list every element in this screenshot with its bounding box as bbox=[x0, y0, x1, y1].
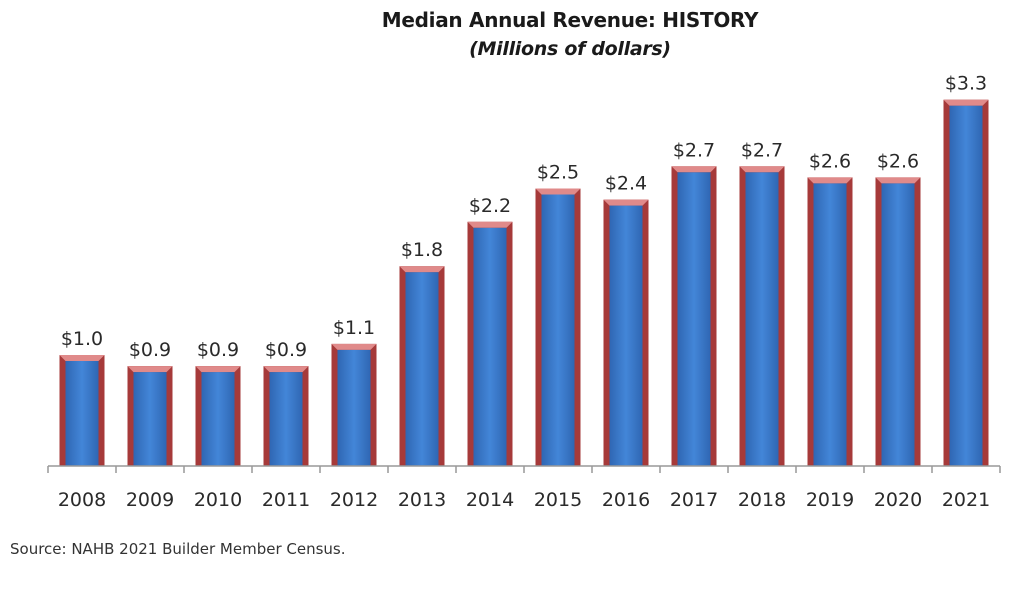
bar-2016 bbox=[603, 199, 649, 466]
x-tick-label: 2014 bbox=[466, 489, 514, 511]
x-tick-label: 2016 bbox=[602, 489, 650, 511]
bar-face bbox=[949, 105, 983, 466]
bar-face bbox=[541, 194, 575, 466]
bar-face bbox=[677, 172, 711, 467]
bar-top-bevel bbox=[943, 99, 989, 106]
chart-subtitle: (Millions of dollars) bbox=[469, 38, 671, 60]
bar-top-bevel bbox=[195, 366, 241, 373]
x-tick-label: 2017 bbox=[670, 489, 718, 511]
data-label: $0.9 bbox=[129, 339, 171, 361]
bar-top-bevel bbox=[59, 355, 105, 361]
bar-face bbox=[405, 272, 439, 466]
x-tick-label: 2010 bbox=[194, 489, 242, 511]
bar-top-bevel bbox=[875, 177, 921, 184]
x-tick-label: 2021 bbox=[942, 489, 990, 511]
data-label: $2.7 bbox=[673, 139, 715, 161]
x-tick-label: 2011 bbox=[262, 489, 310, 511]
x-tick-label: 2015 bbox=[534, 489, 582, 511]
bar-face bbox=[609, 205, 643, 466]
data-label: $2.6 bbox=[877, 150, 919, 172]
bar-face bbox=[201, 372, 235, 466]
bar-2008 bbox=[59, 355, 105, 466]
bar-2018 bbox=[739, 166, 785, 467]
x-tick-label: 2013 bbox=[398, 489, 446, 511]
bar-top-bevel bbox=[263, 366, 309, 373]
bar-top-bevel bbox=[331, 343, 377, 350]
bar-face bbox=[65, 361, 99, 466]
bar-2011 bbox=[263, 366, 309, 466]
bar-2019 bbox=[807, 177, 853, 466]
data-label: $2.4 bbox=[605, 173, 647, 195]
bar-top-bevel bbox=[399, 266, 445, 273]
bar-top-bevel bbox=[807, 177, 853, 184]
bar-face bbox=[881, 183, 915, 466]
bar-top-bevel bbox=[739, 166, 785, 173]
data-label: $2.6 bbox=[809, 150, 851, 172]
x-tick-label: 2018 bbox=[738, 489, 786, 511]
bar-face bbox=[133, 372, 167, 466]
bar-2012 bbox=[331, 343, 377, 466]
bar-top-bevel bbox=[671, 166, 717, 173]
bar-top-bevel bbox=[467, 221, 513, 228]
data-label: $2.7 bbox=[741, 139, 783, 161]
x-tick-label: 2019 bbox=[806, 489, 854, 511]
bar-2014 bbox=[467, 221, 513, 466]
source-note: Source: NAHB 2021 Builder Member Census. bbox=[10, 540, 346, 558]
bar-2013 bbox=[399, 266, 445, 466]
bar-top-bevel bbox=[603, 199, 649, 206]
x-tick-label: 2020 bbox=[874, 489, 922, 511]
bar-2015 bbox=[535, 188, 581, 466]
bar-face bbox=[745, 172, 779, 467]
data-label: $1.0 bbox=[61, 328, 103, 350]
bar-2021 bbox=[943, 99, 989, 466]
x-tick-label: 2008 bbox=[58, 489, 106, 511]
bar-top-bevel bbox=[535, 188, 581, 195]
data-label: $0.9 bbox=[197, 339, 239, 361]
data-label: $1.8 bbox=[401, 239, 443, 261]
bar-face bbox=[813, 183, 847, 466]
bar-2020 bbox=[875, 177, 921, 466]
chart-title: Median Annual Revenue: HISTORY bbox=[381, 8, 759, 32]
data-label: $3.3 bbox=[945, 73, 987, 95]
x-tick-label: 2012 bbox=[330, 489, 378, 511]
bar-2010 bbox=[195, 366, 241, 466]
data-label: $1.1 bbox=[333, 317, 375, 339]
bar-face bbox=[473, 227, 507, 466]
data-label: $0.9 bbox=[265, 339, 307, 361]
data-label: $2.5 bbox=[537, 162, 579, 184]
bar-2017 bbox=[671, 166, 717, 467]
data-label: $2.2 bbox=[469, 195, 511, 217]
bar-2009 bbox=[127, 366, 173, 466]
bar-face bbox=[269, 372, 303, 466]
bar-face bbox=[337, 349, 371, 466]
bar-top-bevel bbox=[127, 366, 173, 373]
x-tick-label: 2009 bbox=[126, 489, 174, 511]
